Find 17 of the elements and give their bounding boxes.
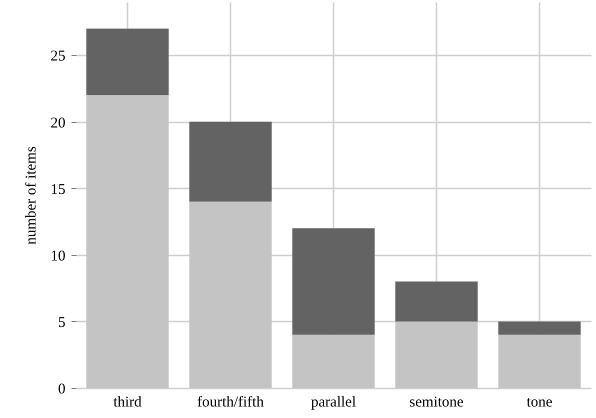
- x-tick-label: tone: [526, 394, 553, 410]
- bar: [292, 228, 375, 335]
- y-tick-label: 10: [50, 248, 66, 264]
- bar: [498, 321, 581, 335]
- bar: [189, 122, 272, 202]
- x-tick-label: semitone: [409, 394, 464, 410]
- bar: [395, 282, 478, 322]
- y-tick-label: 20: [50, 115, 66, 132]
- y-tick-label: 15: [50, 182, 66, 198]
- x-tick-label: third: [113, 394, 142, 410]
- y-axis-title: number of items: [24, 146, 40, 245]
- bar: [86, 28, 169, 96]
- y-tick-label: 25: [50, 48, 66, 65]
- x-tick-label: parallel: [311, 394, 356, 410]
- y-tick-label: 0: [58, 382, 66, 398]
- y-tick-label: 5: [58, 314, 66, 331]
- x-tick-label: fourth/fifth: [197, 394, 264, 410]
